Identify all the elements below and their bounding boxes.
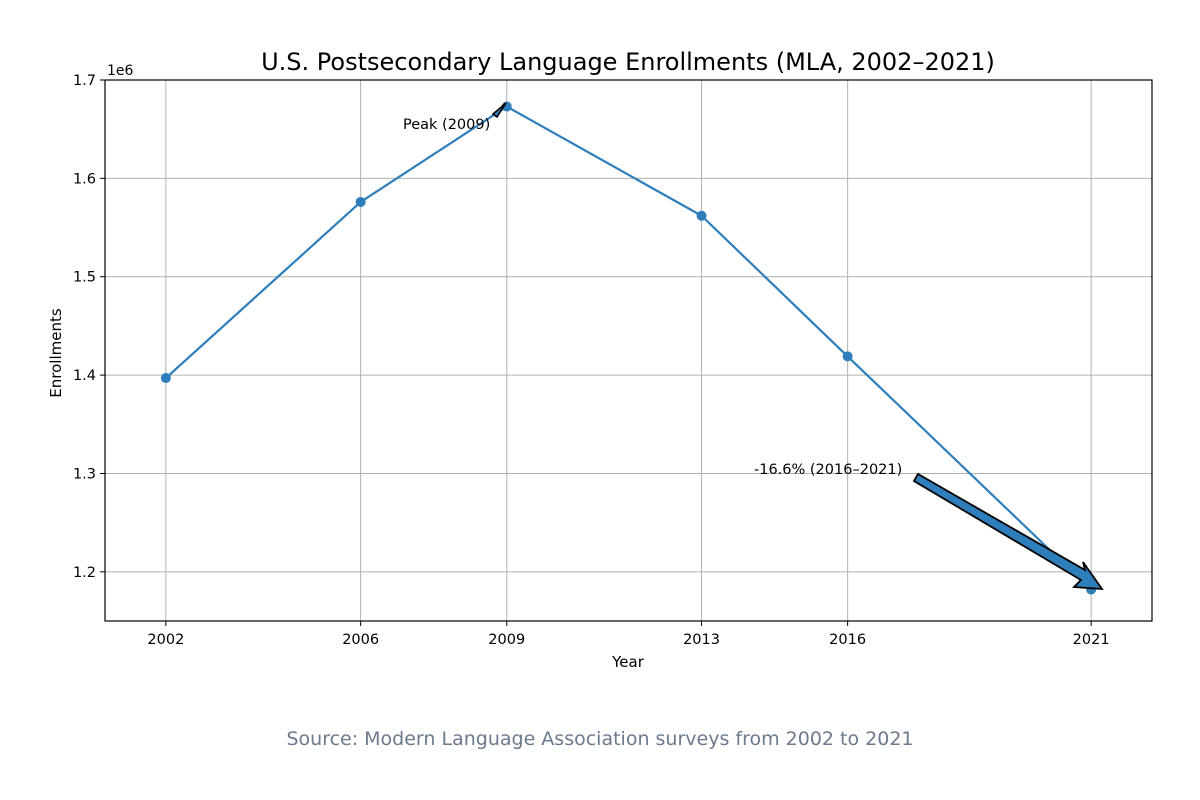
decline-arrow (912, 472, 1104, 591)
series-layer (160, 101, 1097, 595)
decline-annotation: -16.6% (2016–2021) (754, 462, 902, 478)
y-tick-label: 1.2 (73, 565, 96, 581)
y-axis: 1.2 1.3 1.4 1.5 1.6 1.7 (73, 73, 105, 581)
x-tick-label: 2013 (683, 632, 720, 648)
y-axis-label: Enrollments (47, 308, 65, 398)
series-line (165, 105, 1092, 591)
data-point (842, 351, 853, 362)
data-point (696, 210, 707, 221)
x-tick-label: 2021 (1073, 632, 1110, 648)
x-tick-label: 2002 (147, 632, 184, 648)
y-tick-label: 1.6 (73, 171, 96, 187)
x-tick-label: 2016 (829, 632, 866, 648)
data-point (160, 373, 171, 384)
plot-frame (104, 79, 1153, 622)
annotation-layer: Peak (2009) -16.6% (2016–2021) (403, 102, 1104, 591)
x-tick-label: 2006 (342, 632, 379, 648)
y-offset-label: 1e6 (107, 63, 134, 79)
peak-arrow (491, 102, 507, 119)
y-tick-label: 1.4 (73, 368, 96, 384)
y-tick-label: 1.5 (73, 270, 96, 286)
peak-annotation: Peak (2009) (403, 117, 490, 133)
x-tick-label: 2009 (488, 632, 525, 648)
x-axis-label: Year (611, 653, 645, 671)
source-caption: Source: Modern Language Association surv… (286, 728, 914, 750)
y-tick-label: 1.7 (73, 73, 96, 89)
data-point (355, 196, 366, 207)
chart-title: U.S. Postsecondary Language Enrollments … (261, 48, 995, 76)
x-axis: 2002 2006 2009 2013 2016 2021 (147, 621, 1110, 648)
grid (105, 79, 1152, 621)
line-chart: U.S. Postsecondary Language Enrollments … (47, 48, 1153, 671)
y-tick-label: 1.3 (73, 466, 96, 482)
